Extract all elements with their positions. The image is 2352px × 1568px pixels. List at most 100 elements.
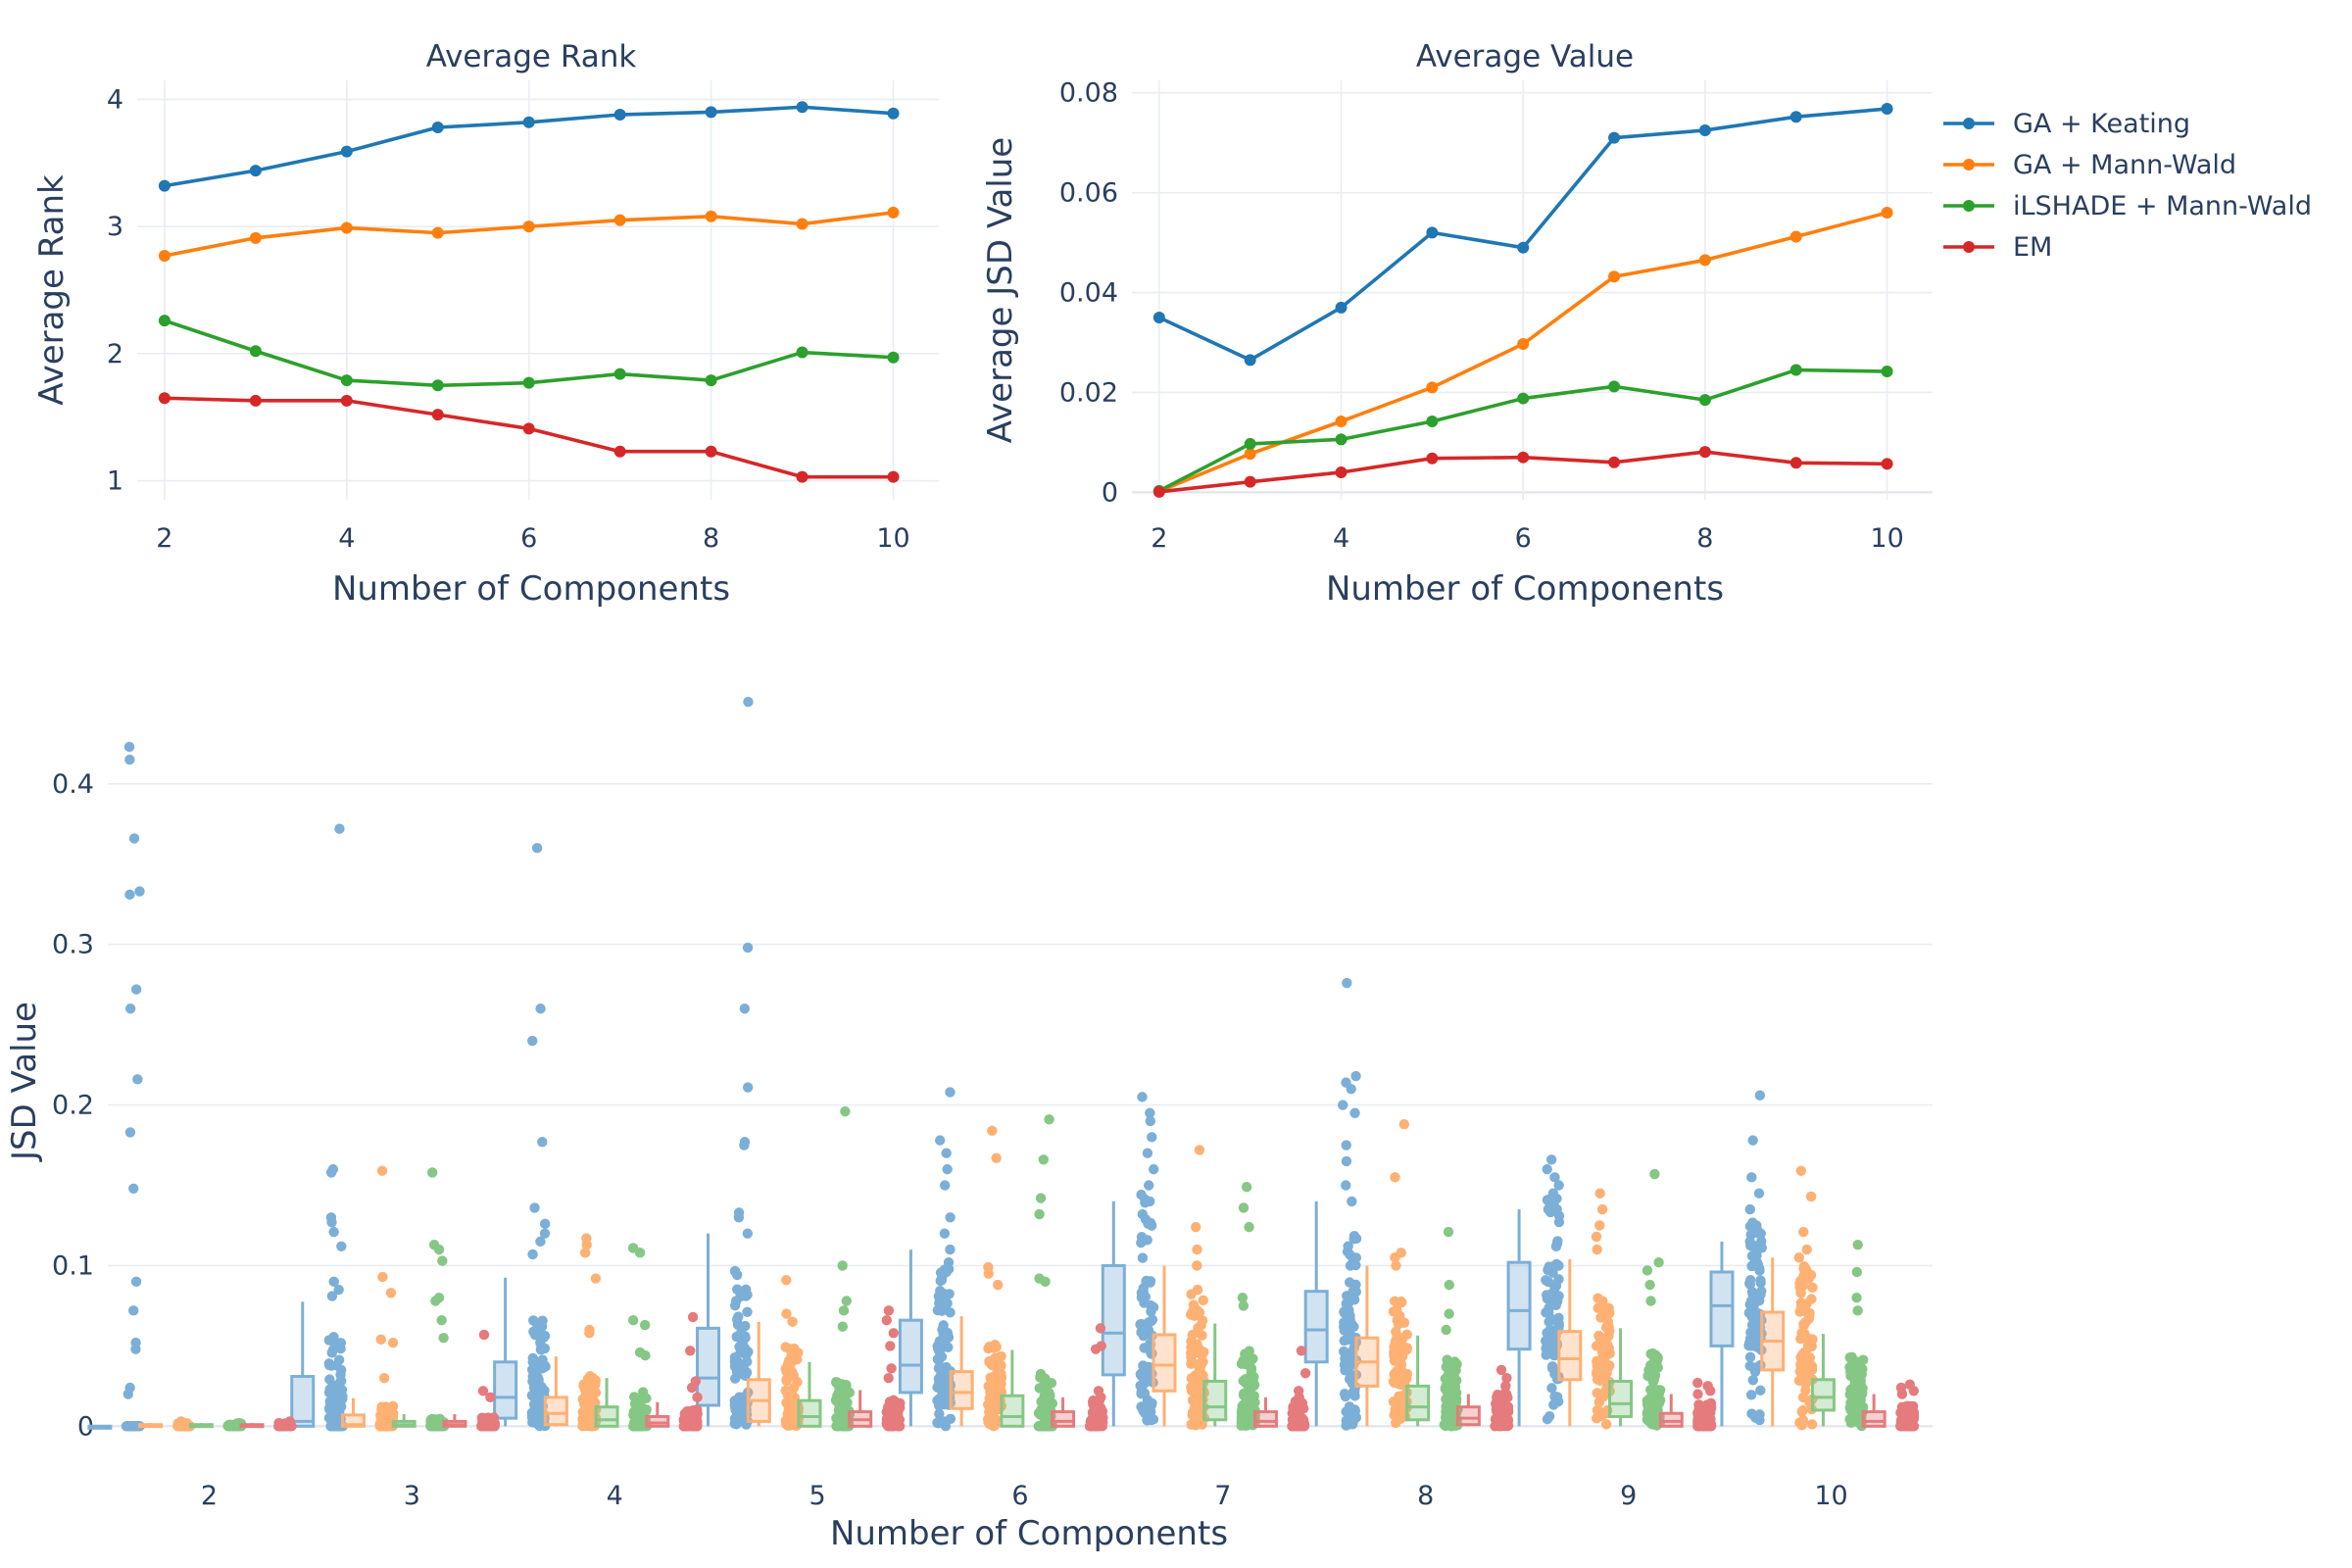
strip-point xyxy=(1642,1265,1653,1276)
strip-point xyxy=(539,1228,551,1239)
strip-point xyxy=(537,1137,548,1148)
strip-point xyxy=(1192,1339,1202,1349)
strip-point xyxy=(1096,1410,1106,1421)
strip-point xyxy=(781,1416,793,1428)
data-point xyxy=(613,214,626,226)
strip-point xyxy=(1755,1275,1766,1286)
strip-point xyxy=(535,1385,546,1396)
strip-point xyxy=(837,1260,848,1271)
strip-point xyxy=(224,1420,235,1431)
data-point xyxy=(796,101,808,114)
box xyxy=(1455,1405,1481,1427)
strip-point xyxy=(937,1342,948,1353)
strip-point xyxy=(736,1368,748,1380)
data-point xyxy=(705,210,717,222)
strip-point xyxy=(937,1363,949,1375)
strip-point xyxy=(934,1393,945,1404)
strip-point xyxy=(984,1355,995,1367)
strip-point xyxy=(1342,977,1352,989)
strip-point xyxy=(1548,1349,1560,1361)
strip-point xyxy=(1803,1342,1814,1353)
strip-point xyxy=(990,1400,1001,1412)
strip-point xyxy=(1341,1140,1351,1151)
legend-swatch-marker xyxy=(1963,159,1975,171)
strip-point xyxy=(692,1392,703,1403)
data-point xyxy=(158,249,171,262)
y-tick-label: 0.1 xyxy=(52,1250,94,1281)
strip-point xyxy=(1592,1413,1602,1424)
data-point xyxy=(1517,241,1530,254)
strip-point xyxy=(1796,1416,1808,1428)
strip-point xyxy=(1546,1362,1558,1374)
strip-point xyxy=(1041,1406,1052,1417)
strip-point xyxy=(530,1367,541,1378)
strip-point xyxy=(1093,1421,1103,1432)
strip-point xyxy=(1796,1351,1807,1363)
strip-point xyxy=(1541,1349,1551,1360)
rank-panel: Average Rank 1 2 3 4 2 4 6 8 10 Number of Compo… xyxy=(32,39,939,609)
strip-point xyxy=(1745,1275,1756,1286)
strip-point xyxy=(640,1350,651,1361)
strip-point xyxy=(1798,1270,1809,1282)
jsd-box-series xyxy=(87,697,1920,1432)
strip-point xyxy=(641,1405,652,1416)
strip-point xyxy=(1596,1347,1608,1358)
strip-point xyxy=(787,1316,798,1328)
data-point xyxy=(1426,226,1439,239)
rank-series xyxy=(158,101,900,483)
strip-point xyxy=(1750,1412,1761,1423)
data-point xyxy=(1426,381,1439,394)
data-point xyxy=(1335,301,1348,314)
x-tick-label: 6 xyxy=(520,523,537,554)
strip-point xyxy=(1805,1269,1817,1281)
strip-point xyxy=(742,1306,753,1317)
strip-point xyxy=(782,1408,794,1419)
strip-point xyxy=(989,1418,1000,1430)
data-point xyxy=(522,116,535,128)
strip-point xyxy=(529,1202,540,1213)
data-point xyxy=(249,394,262,407)
strip-point xyxy=(1250,1396,1260,1408)
x-tick-label: 2 xyxy=(201,1481,218,1511)
y-tick-label: 0.4 xyxy=(52,769,94,800)
strip-point xyxy=(535,1236,546,1248)
strip-point xyxy=(1350,1412,1362,1423)
strip-point xyxy=(1338,1321,1349,1332)
strip-point xyxy=(1198,1295,1208,1306)
x-tick-label: 2 xyxy=(156,523,172,554)
strip-point xyxy=(1798,1320,1809,1332)
x-tick-label: 10 xyxy=(1870,523,1903,554)
strip-point xyxy=(1136,1388,1147,1399)
strip-point xyxy=(1801,1244,1812,1255)
series-ga-mann-wald xyxy=(158,206,900,262)
strip-point xyxy=(1240,1348,1250,1359)
strip-point xyxy=(1494,1405,1504,1417)
strip-point xyxy=(1246,1354,1256,1366)
strip-point xyxy=(1653,1256,1664,1268)
strip-point xyxy=(1451,1358,1462,1370)
strip-point xyxy=(1035,1193,1047,1203)
strip-point xyxy=(1340,1391,1351,1402)
x-tick-label: 6 xyxy=(1011,1481,1028,1511)
strip-point xyxy=(485,1392,496,1403)
strip-point xyxy=(1544,1411,1555,1422)
box xyxy=(290,1375,316,1428)
strip-point xyxy=(789,1343,800,1354)
strip-point xyxy=(984,1393,995,1404)
strip-point xyxy=(1341,1298,1351,1309)
strip-point xyxy=(336,1241,347,1251)
strip-point xyxy=(1551,1203,1562,1215)
y-tick-label: 0 xyxy=(77,1411,94,1442)
strip-point xyxy=(1746,1260,1757,1272)
strip-point xyxy=(1896,1389,1908,1399)
strip-point xyxy=(1139,1343,1150,1353)
strip-point xyxy=(1143,1180,1154,1191)
strip-point xyxy=(130,1276,142,1288)
strip-point xyxy=(1391,1417,1401,1429)
strip-point xyxy=(1194,1145,1205,1155)
data-point xyxy=(340,394,353,407)
data-point xyxy=(1335,433,1348,446)
strip-point xyxy=(942,1298,953,1309)
strip-point xyxy=(1189,1310,1200,1321)
strip-point xyxy=(323,1387,335,1398)
